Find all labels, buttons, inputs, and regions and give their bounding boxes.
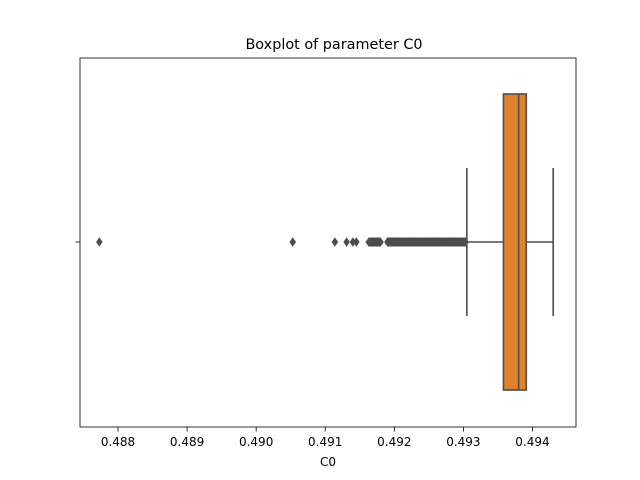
outlier-point [377, 237, 384, 247]
x-tick-label: 0.490 [239, 435, 273, 449]
x-tick-label: 0.492 [377, 435, 411, 449]
x-tick-label: 0.494 [515, 435, 549, 449]
axes-frame [79, 57, 577, 428]
chart-title: Boxplot of parameter C0 [245, 37, 422, 53]
outlier-point [343, 237, 350, 247]
x-tick-label: 0.493 [446, 435, 480, 449]
outlier-point [353, 237, 360, 247]
outlier-points [96, 237, 469, 247]
outlier-point [289, 237, 297, 247]
x-axis-label: C0 [320, 455, 336, 469]
x-axis: 0.488 0.489 0.490 0.491 0.492 0.493 0.494 [101, 427, 550, 449]
plot-area [96, 93, 555, 391]
iqr-box [502, 93, 528, 391]
x-tick-label: 0.491 [308, 435, 342, 449]
x-tick-label: 0.488 [101, 435, 135, 449]
x-tick-label: 0.489 [170, 435, 204, 449]
outlier-point [331, 237, 339, 247]
outlier-point [96, 237, 103, 247]
